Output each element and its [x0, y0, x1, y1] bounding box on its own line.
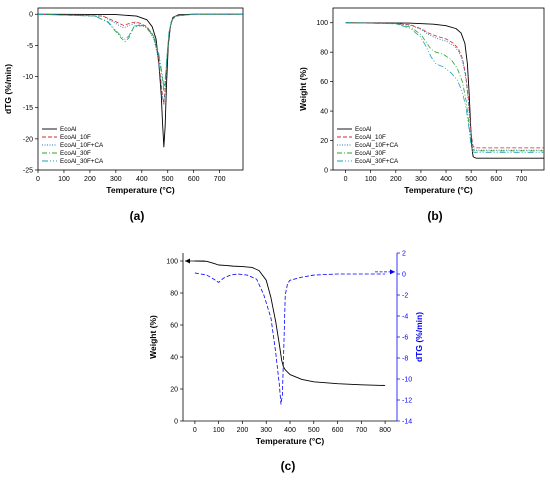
y-tick-label: 20	[170, 387, 178, 394]
legend-entry-label: EcoAl_10F+CA	[355, 142, 399, 149]
x-tick-label: 500	[162, 176, 174, 183]
y-tick-label: -15	[23, 105, 33, 112]
panel-label: (a)	[130, 209, 145, 223]
panel-label: (b)	[427, 209, 442, 223]
y-tick-label: 100	[166, 259, 178, 266]
x-axis-label: Temperature (°C)	[106, 185, 175, 195]
y-tick-label: 80	[170, 291, 178, 298]
series-line-ecoal-30f	[345, 22, 544, 152]
x-tick-label: 100	[58, 176, 70, 183]
series-line-ecoal-10f-ca	[345, 22, 544, 151]
y-tick-label: 0	[174, 419, 178, 426]
x-tick-label: 500	[308, 427, 320, 434]
series-line-dtg	[194, 272, 386, 405]
y-tick-label: 100	[316, 20, 328, 27]
x-tick-label: 700	[214, 176, 226, 183]
y2-tick-label: 2	[402, 251, 406, 258]
y2-tick-label: -4	[402, 314, 408, 321]
series-line-weight	[194, 260, 386, 386]
y-axis-label: Weight (%)	[298, 67, 308, 111]
x-tick-label: 0	[344, 176, 348, 183]
series-line-ecoal	[37, 13, 243, 148]
series-line-ecoal-10f	[345, 22, 544, 149]
y-axis-label: dTG (%/min)	[3, 64, 13, 114]
x-tick-label: 0	[193, 427, 197, 434]
x-tick-label: 100	[365, 176, 377, 183]
x-tick-label: 200	[390, 176, 402, 183]
x-tick-label: 300	[260, 427, 272, 434]
y2-tick-label: -12	[402, 398, 412, 405]
series-line-ecoal-10f	[37, 13, 243, 104]
legend-entry-label: EcoAl	[355, 126, 371, 133]
x-tick-label: 600	[188, 176, 200, 183]
legend-entry-label: EcoAl_30F+CA	[355, 158, 399, 165]
legend-entry-label: EcoAl_30F+CA	[60, 158, 104, 165]
weight-axis-arrowhead	[185, 258, 190, 264]
y2-tick-label: 0	[402, 272, 406, 279]
x-tick-label: 400	[136, 176, 148, 183]
panel-a-dtg-chart: 0 100 200 300 400 500 600 700 0 -5 -10 -15 -20 -25 Tem…	[3, 7, 244, 223]
x-tick-label: 200	[84, 176, 96, 183]
y-tick-label: 20	[320, 138, 328, 145]
x-tick-label: 100	[213, 427, 225, 434]
series-line-ecoal-10f-ca	[37, 13, 243, 106]
series-line-ecoal	[345, 22, 544, 159]
x-tick-label: 400	[284, 427, 296, 434]
x-tick-label: 600	[332, 427, 344, 434]
panel-b-weight-chart: 0 100 200 300 400 500 600 700 0 20 40 60 80 100 Temper…	[298, 7, 545, 223]
x-tick-label: 600	[490, 176, 502, 183]
x-tick-label: 300	[110, 176, 122, 183]
legend-entry-label: EcoAl_10F	[355, 134, 386, 141]
y2-tick-label: -2	[402, 293, 408, 300]
y2-axis-label: dTG (%/min)	[414, 312, 424, 362]
y2-tick-label: -10	[402, 377, 412, 384]
legend-entry-label: EcoAl	[60, 126, 76, 133]
series-line-ecoal-30f-ca	[37, 13, 243, 87]
series-line-ecoal-30f	[37, 13, 243, 92]
legend-entry-label: EcoAl_10F	[60, 134, 91, 141]
y-tick-label: -25	[23, 168, 33, 175]
x-tick-label: 300	[415, 176, 427, 183]
y-tick-label: 0	[324, 168, 328, 175]
x-tick-label: 400	[440, 176, 452, 183]
x-tick-label: 200	[237, 427, 249, 434]
dtg-axis-arrowhead	[390, 269, 395, 275]
legend-entry-label: EcoAl_30F	[355, 150, 386, 157]
y-tick-label: -10	[23, 74, 33, 81]
x-tick-label: 0	[36, 176, 40, 183]
panel-label: (c)	[281, 459, 296, 473]
plot-frame	[37, 7, 244, 171]
y-axis-label: Weight (%)	[148, 315, 158, 359]
y-tick-label: 60	[170, 323, 178, 330]
legend-entry-label: EcoAl_10F+CA	[60, 142, 104, 149]
y2-tick-label: -6	[402, 335, 408, 342]
y-tick-label: -5	[27, 43, 33, 50]
legend-entry-label: EcoAl_30F	[60, 150, 91, 157]
x-tick-label: 800	[379, 427, 391, 434]
series-line-ecoal-30f-ca	[345, 22, 544, 153]
y2-tick-label: -14	[402, 419, 412, 426]
panel-c-dual-axis-chart: 0 100 200 300 400 500 600 700 80002040608010020-…	[148, 251, 424, 474]
x-tick-label: 700	[516, 176, 528, 183]
y-tick-label: 40	[320, 109, 328, 116]
x-tick-label: 700	[355, 427, 367, 434]
y-tick-label: -20	[23, 136, 33, 143]
y-tick-label: 40	[170, 355, 178, 362]
x-axis-label: Temperature (°C)	[404, 185, 473, 195]
y-tick-label: 60	[320, 79, 328, 86]
x-tick-label: 500	[465, 176, 477, 183]
y2-tick-label: -8	[402, 356, 408, 363]
x-axis-label: Temperature (°C)	[256, 436, 325, 446]
y-tick-label: 80	[320, 50, 328, 57]
y-tick-label: 0	[29, 12, 33, 19]
plot-frame	[332, 7, 545, 171]
